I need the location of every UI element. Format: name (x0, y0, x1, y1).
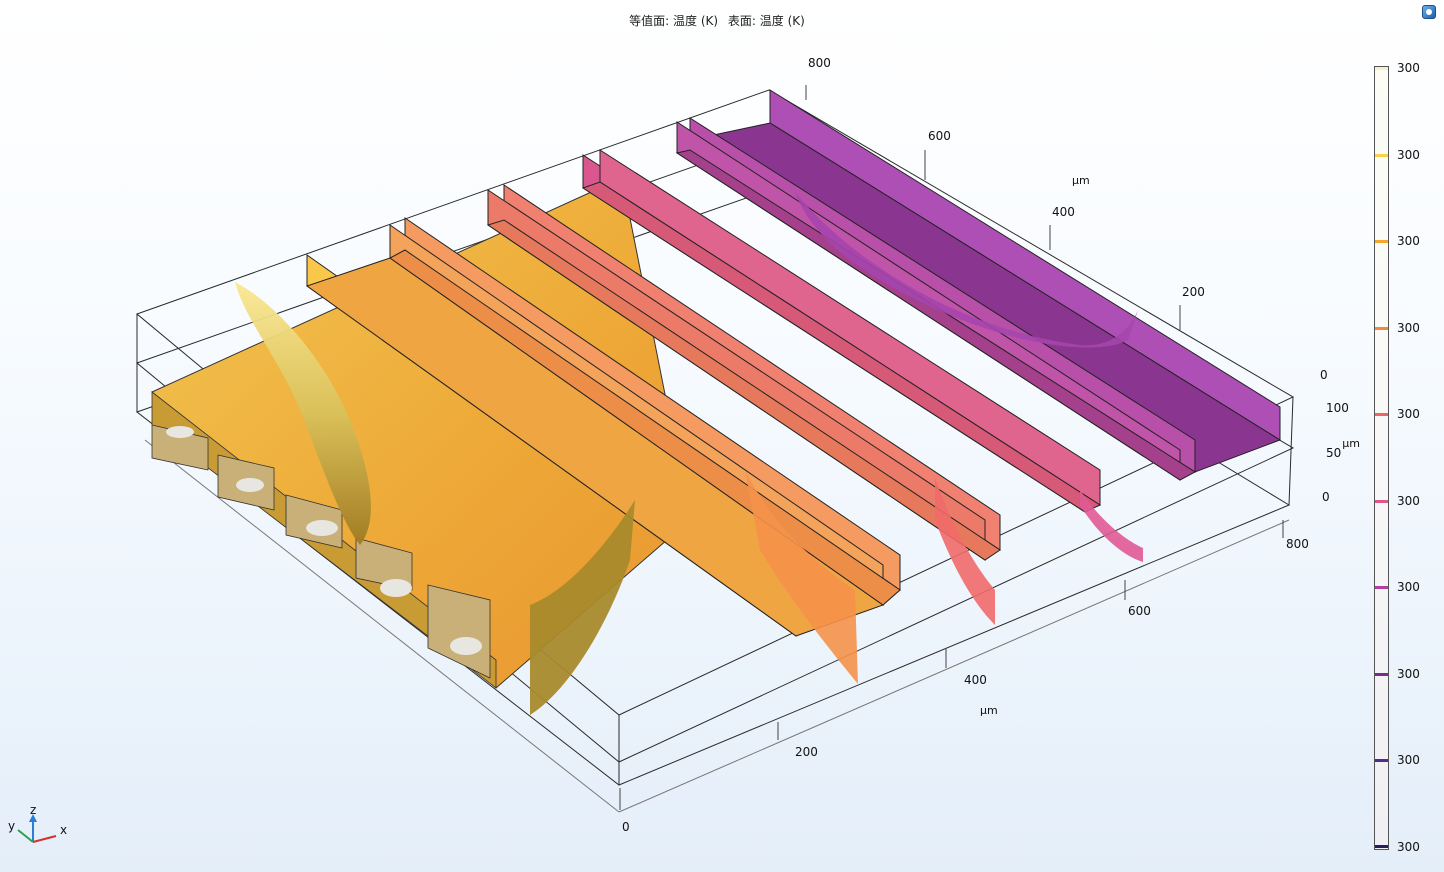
level-mark-9 (1375, 845, 1388, 848)
y-unit: µm (1072, 174, 1090, 187)
triad-z-label: z (30, 803, 36, 817)
x-tick-600: 600 (1128, 604, 1151, 618)
x-tick-800: 800 (1286, 537, 1309, 551)
z-unit: µm (1342, 437, 1360, 450)
x-tick-400: 400 (964, 673, 987, 687)
legend-label-2: 300 (1397, 234, 1420, 248)
legend-label-8: 300 (1397, 753, 1420, 767)
level-mark-6 (1375, 586, 1388, 589)
level-mark-0 (1375, 67, 1388, 70)
legend-label-4: 300 (1397, 407, 1420, 421)
surface-title: 表面: 温度 (K) (727, 14, 805, 28)
channel-openings (151, 424, 491, 679)
triad-x-label: x (60, 823, 67, 837)
legend-label-1: 300 (1397, 148, 1420, 162)
z-tick-100: 100 (1326, 401, 1349, 415)
legend-label-5: 300 (1397, 494, 1420, 508)
plot-title: 等值面: 温度 (K) 表面: 温度 (K) (0, 12, 1434, 29)
y-tick-800: 800 (808, 56, 831, 70)
legend-label-7: 300 (1397, 667, 1420, 681)
triad-y-label: y (8, 819, 15, 833)
axis-ticks (619, 85, 1284, 810)
x-tick-200: 200 (795, 745, 818, 759)
legend-label-9: 300 (1397, 840, 1420, 854)
corner-logo-icon[interactable] (1422, 5, 1436, 19)
fins (305, 89, 1282, 637)
z-tick-0: 0 (1322, 490, 1330, 504)
legend-label-0: 300 (1397, 61, 1420, 75)
legend-label-3: 300 (1397, 321, 1420, 335)
level-mark-4 (1375, 413, 1388, 416)
level-mark-7 (1375, 673, 1388, 676)
x-unit: µm (980, 704, 998, 717)
level-mark-5 (1375, 500, 1388, 503)
z-tick-top: 0 (1320, 368, 1328, 382)
legend-label-6: 300 (1397, 580, 1420, 594)
isosurfaces (235, 192, 1143, 715)
x-tick-0: 0 (622, 820, 630, 834)
y-tick-600: 600 (928, 129, 951, 143)
y-tick-200: 200 (1182, 285, 1205, 299)
color-legend-bar (1374, 66, 1389, 850)
triad-icon: z x y (8, 803, 67, 843)
z-tick-50: 50 (1326, 446, 1341, 460)
x-axis-labels: 800 600 400 µm 200 0 (622, 537, 1309, 834)
y-axis-labels: 800 600 µm 400 200 (808, 56, 1205, 299)
level-mark-8 (1375, 759, 1388, 762)
level-mark-2 (1375, 240, 1388, 243)
y-tick-400: 400 (1052, 205, 1075, 219)
isosurface-title: 等值面: 温度 (K) (629, 14, 719, 28)
z-axis-labels: 0 100 µm 50 0 (1320, 368, 1360, 504)
3d-plot-scene[interactable]: 800 600 µm 400 200 0 100 µm 50 0 800 600… (0, 0, 1360, 872)
level-mark-3 (1375, 327, 1388, 330)
level-mark-1 (1375, 154, 1388, 157)
